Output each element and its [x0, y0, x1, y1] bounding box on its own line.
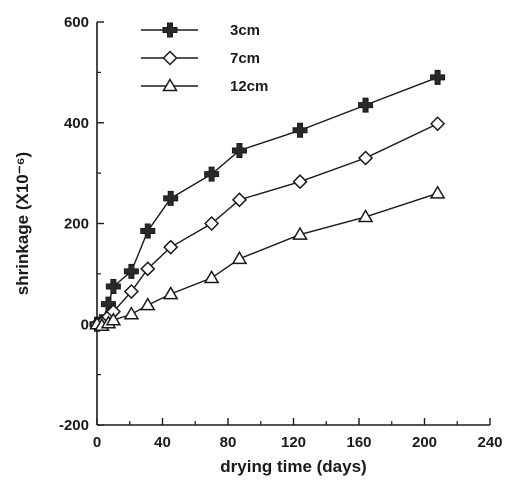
- x-tick-label: 120: [281, 434, 306, 451]
- legend: 3cm 7cm 12cm: [141, 22, 268, 95]
- cross-marker: [123, 263, 139, 279]
- cross-marker: [358, 97, 374, 113]
- legend-item: 12cm: [141, 78, 268, 95]
- diamond-marker: [163, 239, 179, 255]
- diamond-marker: [292, 174, 308, 190]
- triangle-marker: [162, 286, 179, 300]
- x-axis-title: drying time (days): [220, 457, 366, 476]
- y-tick-label: 600: [64, 14, 89, 31]
- cross-marker: [105, 278, 121, 294]
- diamond-marker: [123, 283, 139, 300]
- legend-item: 7cm: [141, 50, 260, 67]
- series-group: [89, 69, 446, 332]
- triangle-marker: [139, 297, 156, 311]
- legend-item: 3cm: [141, 22, 260, 39]
- x-tick-label: 80: [220, 434, 237, 451]
- triangle-marker: [292, 226, 308, 240]
- cross-marker: [231, 142, 247, 158]
- triangle-marker: [357, 208, 374, 223]
- triangle-marker: [105, 312, 122, 326]
- y-tick-label: 400: [64, 115, 89, 132]
- y-tick-label: 200: [64, 216, 89, 233]
- x-tick-label: 160: [346, 434, 371, 451]
- x-tick-label: 40: [154, 434, 171, 451]
- diamond-marker: [162, 50, 178, 66]
- diamond-marker: [357, 150, 374, 166]
- triangle-marker: [162, 78, 178, 92]
- diamond-marker: [140, 261, 156, 277]
- triangle-marker: [203, 269, 220, 284]
- cross-marker: [162, 22, 178, 38]
- diamond-marker: [231, 192, 248, 208]
- series-12cm: [89, 185, 446, 332]
- triangle-marker: [429, 185, 446, 199]
- axes: [96, 21, 491, 426]
- series-3cm: [89, 69, 446, 332]
- series-line: [96, 76, 438, 325]
- cross-marker: [430, 69, 446, 85]
- series-7cm: [89, 116, 446, 332]
- y-axis-title: shrinkage (X10⁻⁶): [13, 152, 32, 295]
- cross-marker: [292, 122, 308, 138]
- y-tick-label: -200: [59, 417, 89, 434]
- cross-marker: [204, 166, 220, 182]
- triangle-marker: [123, 306, 140, 320]
- x-tick-label: 200: [412, 434, 437, 451]
- legend-label: 7cm: [230, 50, 260, 67]
- diamond-marker: [204, 215, 220, 232]
- cross-marker: [163, 190, 179, 206]
- legend-label: 12cm: [230, 78, 268, 95]
- diamond-marker: [430, 116, 446, 132]
- triangle-marker: [231, 250, 248, 265]
- x-tick-label: 0: [93, 434, 101, 451]
- cross-marker: [140, 223, 156, 239]
- x-tick-label: 240: [477, 434, 502, 451]
- y-tick-label: 0: [81, 316, 89, 333]
- legend-label: 3cm: [230, 22, 260, 39]
